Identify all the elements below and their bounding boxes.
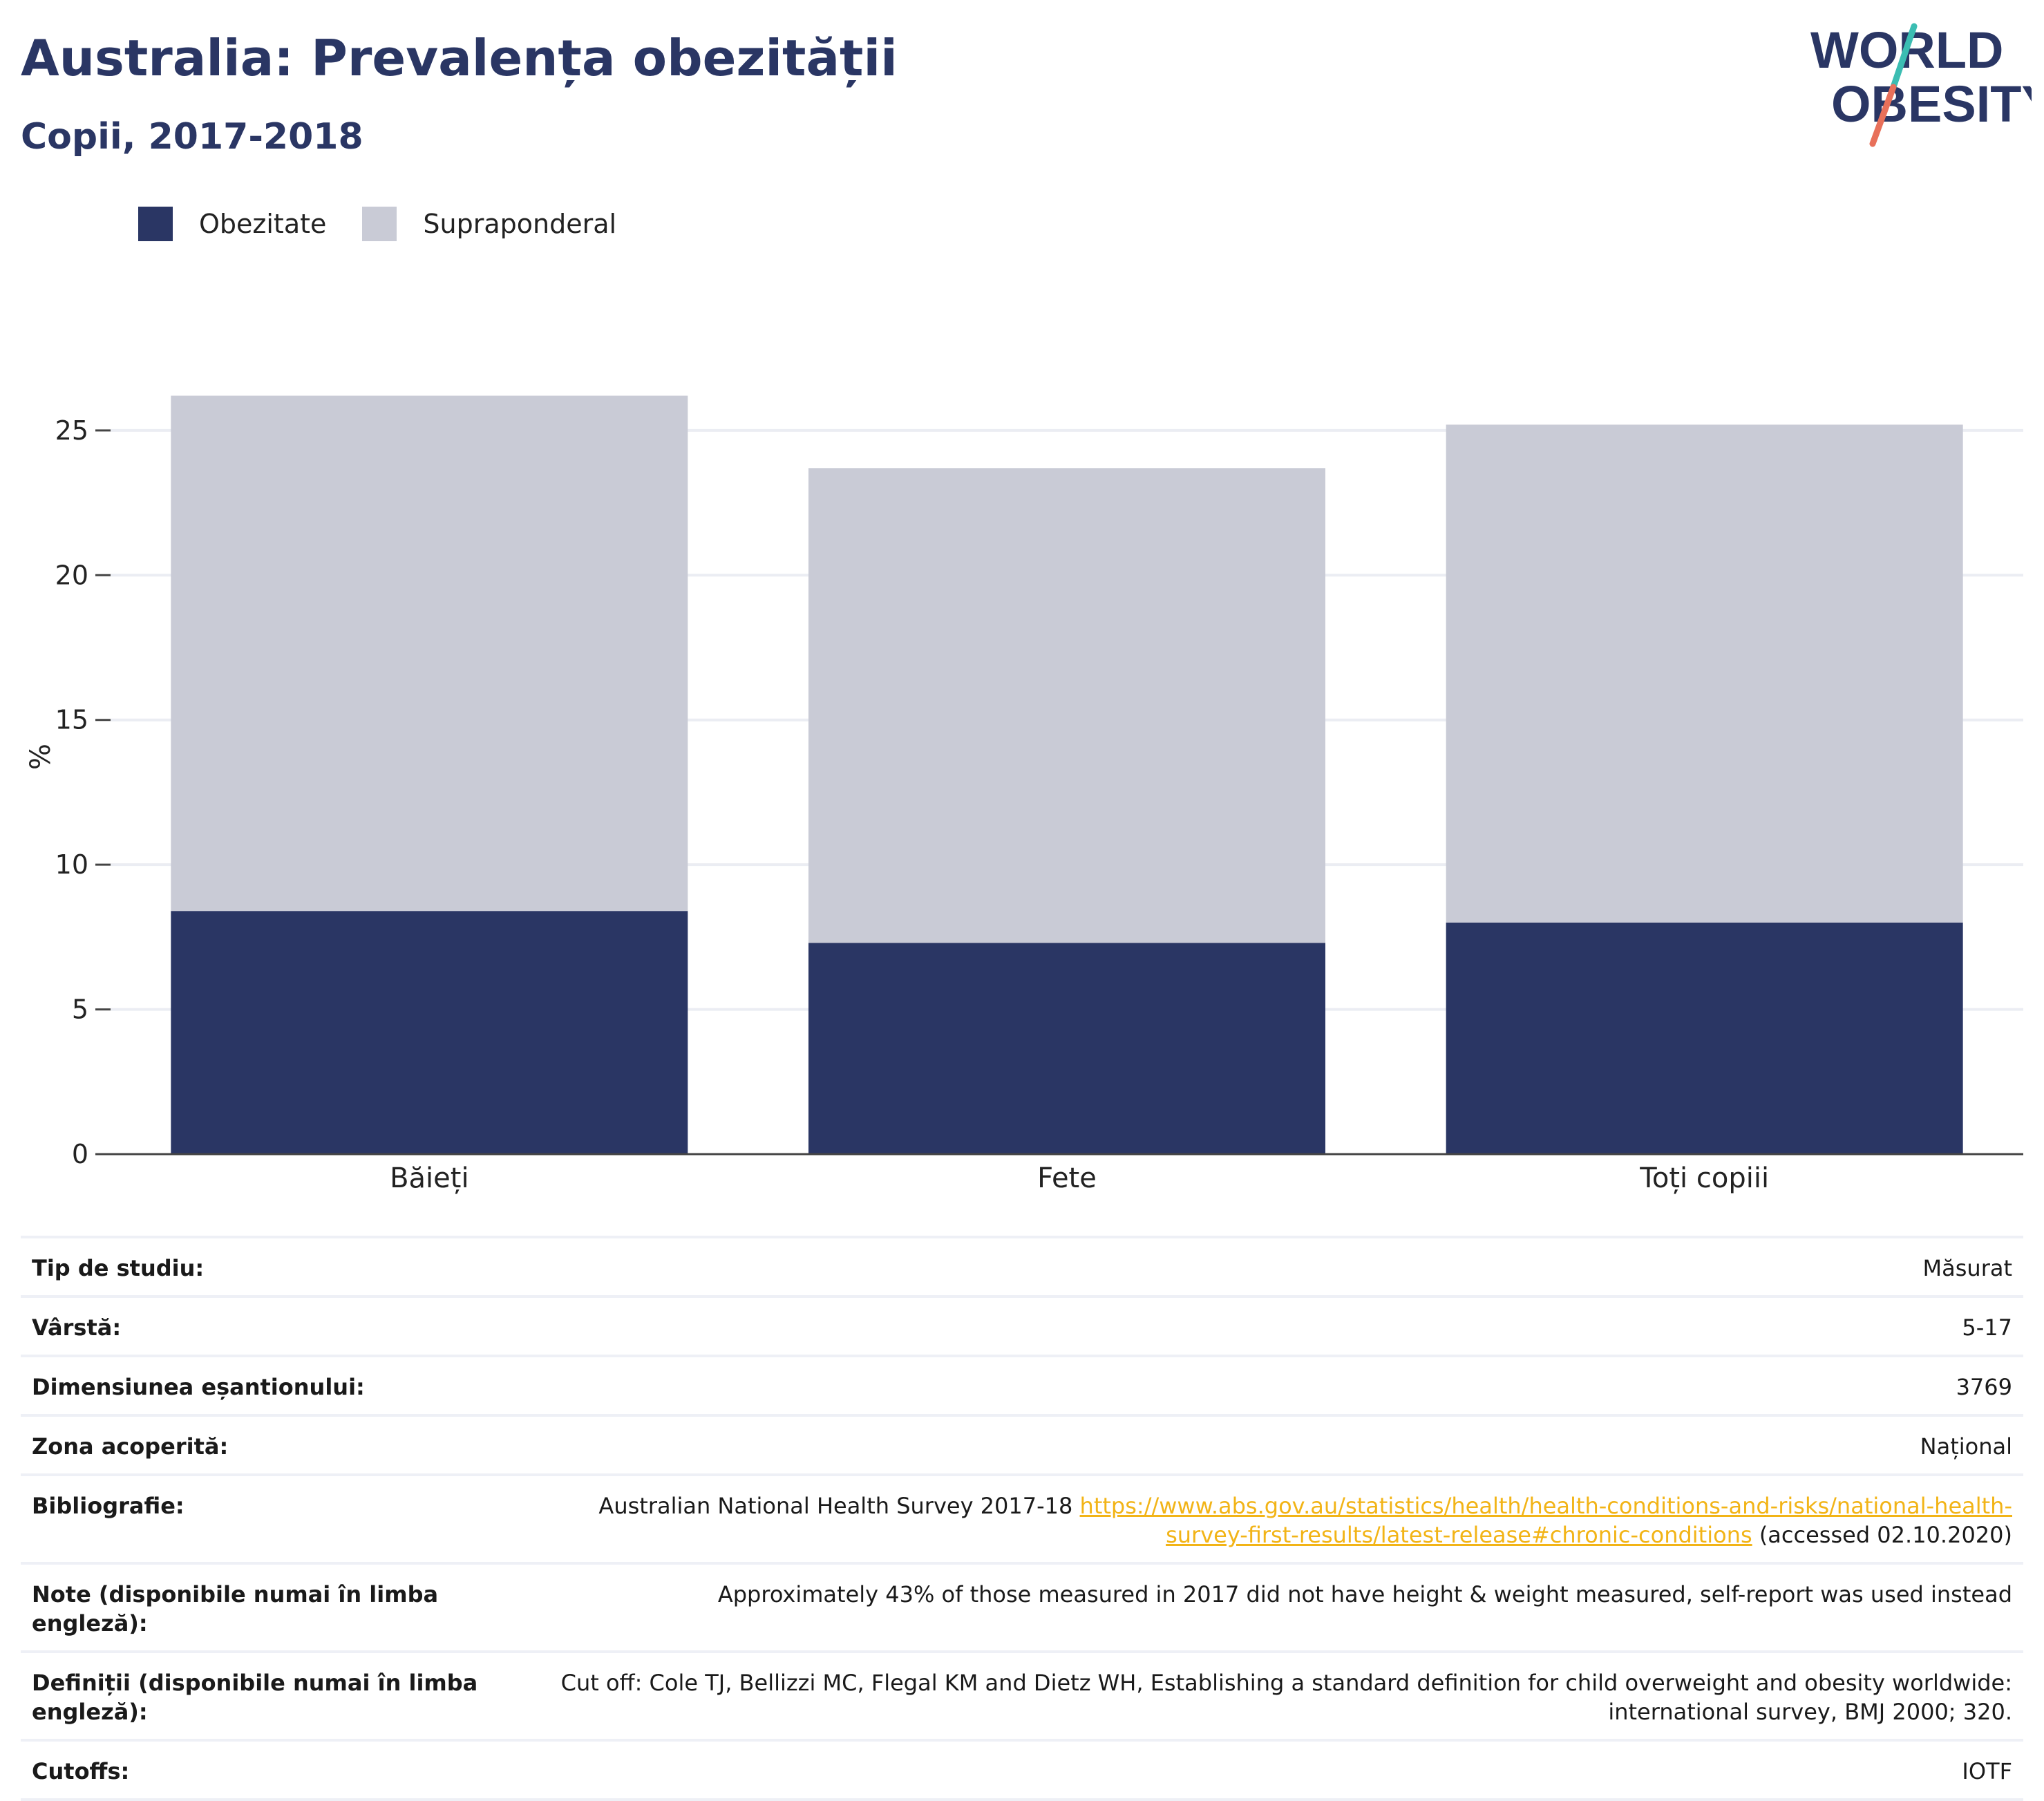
page-subtitle: Copii, 2017-2018: [21, 116, 363, 158]
legend-label-overweight: Supraponderal: [423, 209, 617, 239]
x-tick-label-2: Toți copiii: [1639, 1162, 1769, 1194]
study-info-table: Tip de studiu: Măsurat Vârstă: 5-17 Dimensiu…: [21, 1236, 2023, 1801]
info-label: Cutoffs:: [32, 1758, 130, 1784]
x-tick-label-1: Fete: [1037, 1162, 1097, 1194]
info-label: Tip de studiu:: [32, 1255, 205, 1281]
info-label: Dimensiunea eșantionului:: [32, 1374, 365, 1400]
bar-obesity-2: [1446, 922, 1963, 1154]
info-value: Măsurat: [1922, 1255, 2012, 1281]
y-tick-label-15: 15: [55, 705, 88, 735]
legend-swatch-overweight: [362, 207, 397, 241]
legend-label-obesity: Obezitate: [199, 209, 327, 239]
world-obesity-logo: WORLD OBESITY: [1810, 21, 2032, 147]
chart-legend: Obezitate Supraponderal: [138, 206, 652, 242]
info-value: Cut off: Cole TJ, Bellizzi MC, Flegal KM…: [560, 1670, 2012, 1725]
info-value: 3769: [1956, 1374, 2012, 1400]
info-row: Vârstă: 5-17: [21, 1295, 2023, 1355]
x-tick-label-0: Băieți: [390, 1162, 469, 1194]
y-axis-label: %: [25, 744, 57, 770]
info-label: Bibliografie:: [32, 1493, 184, 1519]
y-tick-label-20: 20: [55, 560, 88, 590]
y-tick-label-0: 0: [72, 1139, 88, 1169]
info-value: Australian National Health Survey 2017-1…: [598, 1493, 2012, 1548]
info-row: Tip de studiu: Măsurat: [21, 1236, 2023, 1295]
bar-obesity-1: [808, 943, 1325, 1154]
info-label: Definiții (disponibile numai în limba en…: [32, 1670, 478, 1725]
info-label: Zona acoperită:: [32, 1433, 229, 1460]
legend-swatch-obesity: [138, 207, 173, 241]
logo-slash-coral: [1869, 84, 1897, 147]
bibliography-link[interactable]: https://www.abs.gov.au/statistics/health…: [1079, 1493, 2012, 1548]
legend-item-obesity: Obezitate: [138, 207, 326, 241]
y-tick-label-10: 10: [55, 849, 88, 880]
info-row: Note (disponibile numai în limba engleză…: [21, 1562, 2023, 1650]
logo-slash-teal: [1890, 23, 1918, 91]
page-title: Australia: Prevalența obezității: [21, 29, 898, 87]
info-value: Approximately 43% of those measured in 2…: [717, 1581, 2012, 1607]
info-row: Cutoffs: IOTF: [21, 1739, 2023, 1801]
y-tick-label-5: 5: [72, 994, 88, 1025]
legend-item-overweight: Supraponderal: [362, 207, 616, 241]
logo-text-obesity: OBESITY: [1831, 75, 2032, 133]
info-label: Note (disponibile numai în limba engleză…: [32, 1581, 439, 1637]
info-row: Definiții (disponibile numai în limba en…: [21, 1650, 2023, 1739]
bar-overweight-2: [1446, 424, 1963, 923]
bar-obesity-0: [171, 911, 688, 1154]
info-row: Dimensiunea eșantionului: 3769: [21, 1355, 2023, 1414]
info-row: Bibliografie: Australian National Health …: [21, 1473, 2023, 1562]
info-value: 5-17: [1962, 1314, 2012, 1341]
bar-overweight-0: [171, 395, 688, 912]
info-value: Național: [1920, 1433, 2012, 1460]
info-value: IOTF: [1962, 1758, 2012, 1784]
info-row: Zona acoperită: Național: [21, 1414, 2023, 1473]
stacked-bar-chart: 0 5 10 15 20 25% Băieți Fete Toți copiii: [25, 395, 2023, 1194]
bar-overweight-1: [808, 468, 1325, 943]
info-label: Vârstă:: [32, 1314, 122, 1341]
y-tick-label-25: 25: [55, 415, 88, 446]
